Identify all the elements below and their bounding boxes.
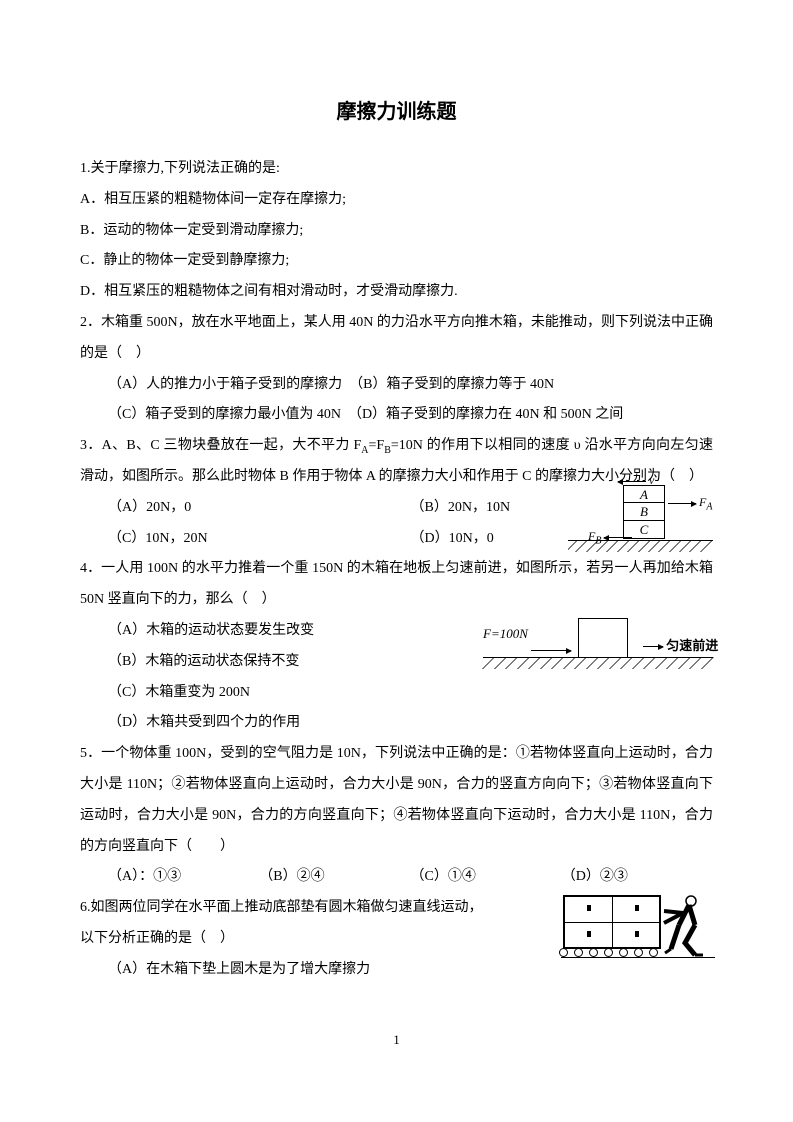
- q3-stem-pre: 3．A、B、C 三物块叠放在一起，大不平力 F: [80, 438, 361, 453]
- q3-stem-mid: =F: [369, 438, 385, 453]
- q5-optA: （A）：①③: [108, 862, 259, 893]
- q5-optB: （B）②④: [259, 862, 410, 893]
- page-number: 1: [80, 1026, 713, 1055]
- q1-stem: 1.关于摩擦力,下列说法正确的是:: [80, 154, 713, 185]
- q6-fig-rollers: [559, 948, 658, 957]
- q3-fig-blockA: A: [623, 485, 665, 503]
- q6-fig-cabinet: [563, 895, 661, 949]
- q6-figure: [563, 889, 713, 969]
- q5-stem: 5．一个物体重 100N，受到的空气阻力是 10N，下列说法中正确的是：①若物体…: [80, 739, 713, 862]
- q3-sub-a: A: [361, 445, 368, 456]
- q1-optC: C．静止的物体一定受到静摩擦力;: [80, 246, 713, 277]
- page-title: 摩擦力训练题: [80, 90, 713, 134]
- q5-optC: （C）①④: [411, 862, 562, 893]
- q3-fig-blockB: B: [623, 503, 665, 521]
- q3-optC: （C）10N，20N: [108, 524, 411, 555]
- q2-opts-row1: （A）人的推力小于箱子受到的摩擦力 （B）箱子受到的摩擦力等于 40N: [80, 370, 713, 401]
- q3-figure: v A B C FA FB: [568, 475, 713, 563]
- q1-optA: A．相互压紧的粗糙物体间一定存在摩擦力;: [80, 185, 713, 216]
- q4-fig-box: [578, 618, 628, 658]
- q4-stem: 4．一人用 100N 的水平力推着一个重 150N 的木箱在地板上匀速前进，如图…: [80, 554, 713, 616]
- q3-fig-fa-sub: A: [706, 501, 712, 512]
- q4-figure: F=100N 匀速前进: [483, 614, 713, 674]
- q3-sub-b: B: [384, 445, 391, 456]
- q4-fig-motion-label: 匀速前进: [666, 638, 718, 653]
- q3-optA: （A）20N，0: [108, 493, 411, 524]
- q2-opts-row2: （C）箱子受到的摩擦力最小值为 40N （D）箱子受到的摩擦力在 40N 和 5…: [80, 400, 713, 431]
- q1-optD: D．相互紧压的粗糙物体之间有相对滑动时，才受滑动摩擦力.: [80, 277, 713, 308]
- q4-fig-force-label: F=100N: [483, 620, 528, 649]
- q2-stem: 2．木箱重 500N，放在水平地面上，某人用 40N 的力沿水平方向推木箱，未能…: [80, 308, 713, 370]
- q1-optB: B．运动的物体一定受到滑动摩擦力;: [80, 216, 713, 247]
- q6-fig-person: [661, 891, 711, 957]
- q4-optC: （C）木箱重变为 200N: [80, 678, 713, 709]
- q4-optD: （D）木箱共受到四个力的作用: [80, 708, 713, 739]
